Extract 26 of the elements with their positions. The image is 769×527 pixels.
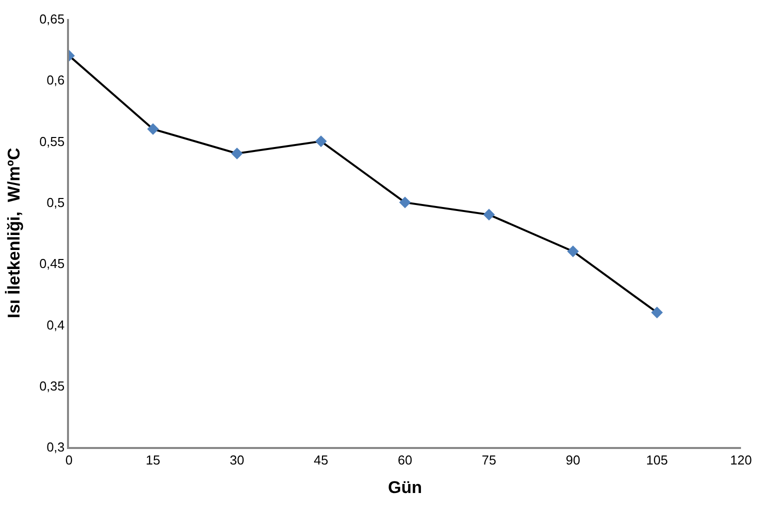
y-tick-label: 0,3 [46,440,65,455]
x-tick-label: 60 [398,452,412,468]
x-tick-label: 15 [146,452,160,468]
y-tick-label: 0,4 [46,317,65,332]
point [147,123,159,135]
x-tick-label: 75 [482,452,496,468]
point [651,306,663,318]
x-tick-label: 0 [65,452,73,468]
y-tick-label: 0,55 [39,134,65,149]
y-tick-label: 0,65 [39,12,65,27]
point [231,148,243,160]
x-tick-label: 90 [566,452,580,468]
y-tick-label: 0,45 [39,256,65,272]
x-tick-label: 105 [646,452,668,468]
point [399,196,411,208]
x-tick-label: 120 [730,452,752,468]
y-tick-label: 0,5 [46,194,65,210]
x-tick-label: 45 [314,452,328,468]
y-tick-label: 0,6 [46,72,65,88]
point [567,245,579,258]
y-axis-title: Isı İletkenliği, W/mºC [4,148,24,318]
y-tick-label: 0,35 [39,378,65,394]
point [483,208,495,221]
point [315,135,327,148]
x-axis-title: Gün [388,478,422,498]
x-tick-label: 30 [230,452,244,468]
